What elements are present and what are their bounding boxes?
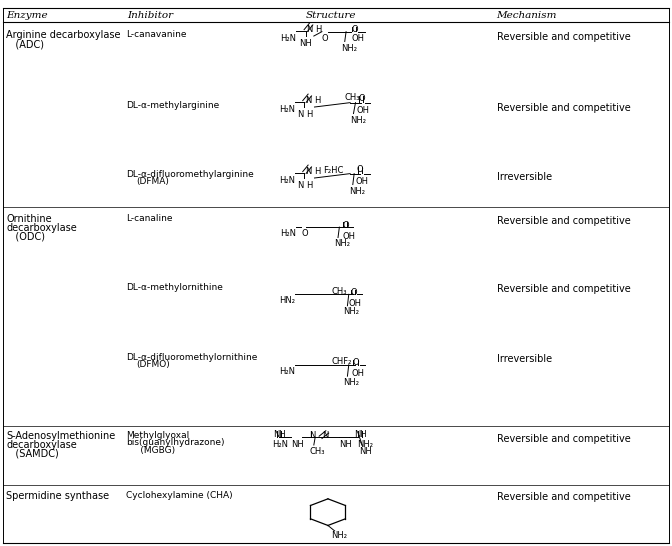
Text: Irreversible: Irreversible [497,172,552,182]
Text: Reversible and competitive: Reversible and competitive [497,216,630,225]
Text: CHF₂: CHF₂ [331,357,351,366]
Text: N: N [323,431,329,440]
Text: NH₂: NH₂ [349,187,365,195]
Text: CH₃: CH₃ [309,447,325,456]
Text: NH: NH [339,440,352,448]
Text: CH₃: CH₃ [345,93,360,102]
Text: N: N [309,431,315,440]
Text: Enzyme: Enzyme [6,11,48,20]
Text: O: O [343,221,349,229]
Text: Reversible and competitive: Reversible and competitive [497,32,630,41]
Text: NH₂: NH₂ [334,239,350,248]
Text: NH: NH [291,440,304,448]
Text: NH: NH [274,430,286,438]
Text: H₂N: H₂N [279,367,295,376]
Text: O: O [350,288,357,296]
Text: O: O [357,165,364,174]
Text: OH: OH [355,177,368,186]
Text: DL-α-difluoromethylornithine: DL-α-difluoromethylornithine [126,353,257,361]
Text: NH: NH [299,39,312,48]
Text: (ODC): (ODC) [6,232,45,241]
Text: L-canaline: L-canaline [126,214,173,223]
Text: H₂N: H₂N [272,440,288,448]
Text: Structure: Structure [306,11,356,20]
Text: (DFMO): (DFMO) [136,360,170,369]
Text: N H: N H [306,96,321,105]
Text: O: O [358,94,365,103]
Text: OH: OH [343,232,355,240]
Text: bis(guanylhydrazone): bis(guanylhydrazone) [126,438,225,447]
Text: decarboxylase: decarboxylase [6,223,77,233]
Text: (ADC): (ADC) [6,39,44,49]
Text: NH: NH [360,447,372,456]
Text: NH₂: NH₂ [357,440,373,448]
Text: Inhibitor: Inhibitor [127,11,173,20]
Text: Arginine decarboxylase: Arginine decarboxylase [6,30,120,40]
Text: DL-α-difluoromethylarginine: DL-α-difluoromethylarginine [126,170,254,179]
Text: O: O [321,34,328,43]
Text: (SAMDC): (SAMDC) [6,449,58,459]
Text: Irreversible: Irreversible [497,354,552,364]
Text: DL-α-methylarginine: DL-α-methylarginine [126,101,220,110]
Text: O: O [301,229,308,238]
Text: Methylglyoxal: Methylglyoxal [126,431,190,440]
Text: Reversible and competitive: Reversible and competitive [497,284,630,294]
Text: N H: N H [298,110,313,118]
Text: NH: NH [354,430,367,438]
Text: OH: OH [351,369,364,378]
Text: Ornithine: Ornithine [6,214,52,224]
Text: H₂N: H₂N [280,34,296,43]
Text: CH₃: CH₃ [331,287,347,295]
Text: (DFMA): (DFMA) [136,177,169,186]
Text: NH₂: NH₂ [343,307,360,316]
Text: Spermidine synthase: Spermidine synthase [6,491,109,501]
Text: NH₂: NH₂ [343,378,360,387]
Text: NH₂: NH₂ [341,44,357,52]
Text: HN₂: HN₂ [279,296,295,305]
Text: OH: OH [349,299,362,307]
Text: OH: OH [357,106,370,115]
Text: Reversible and competitive: Reversible and competitive [497,103,630,112]
Text: L-canavanine: L-canavanine [126,30,187,39]
Text: O: O [351,25,358,34]
Text: N H: N H [306,167,321,176]
Text: N H: N H [298,181,313,189]
Text: OH: OH [351,34,364,43]
Text: decarboxylase: decarboxylase [6,440,77,450]
Text: O: O [353,358,360,367]
Text: Mechanism: Mechanism [497,11,557,20]
Text: (MGBG): (MGBG) [126,446,175,454]
Text: Reversible and competitive: Reversible and competitive [497,434,630,444]
Text: S-Adenosylmethionine: S-Adenosylmethionine [6,431,116,441]
Text: DL-α-methylornithine: DL-α-methylornithine [126,283,223,292]
Text: Reversible and competitive: Reversible and competitive [497,492,630,502]
Text: F₂HC: F₂HC [323,166,343,175]
Text: N H: N H [307,25,323,34]
Text: H₂N: H₂N [280,229,296,238]
Text: H₂N: H₂N [279,105,295,114]
Text: NH₂: NH₂ [350,116,366,124]
Text: Cyclohexylamine (CHA): Cyclohexylamine (CHA) [126,491,233,500]
Text: NH₂: NH₂ [331,531,347,540]
Text: H₂N: H₂N [279,176,295,185]
